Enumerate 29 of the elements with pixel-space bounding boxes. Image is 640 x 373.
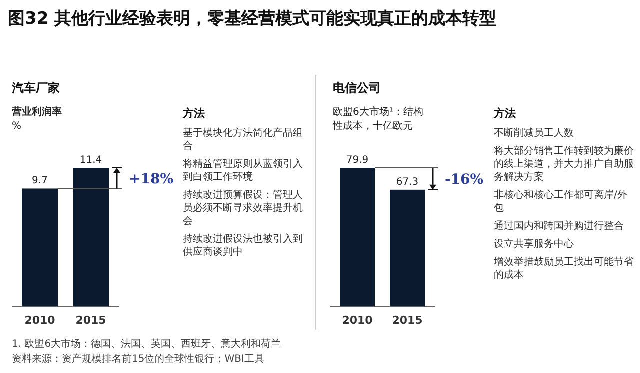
text: 将大部分销售工作转到较为廉价的线上渠道，并大力推广自助服务解决方案	[493, 145, 634, 183]
text: 非核心和核心工作都可离岸/外包	[494, 189, 628, 214]
y-axis-title: 营业利润率 %	[11, 106, 62, 132]
text: 图32 其他行业经验表明，零基经营模式可能实现真正的成本转型	[8, 9, 497, 29]
x-tick-label: 2015	[76, 314, 106, 327]
text: 1. 欧盟6大市场：德国、法国、英国、西班牙、意大利和荷兰	[12, 338, 282, 350]
text: 资料来源：资产规模排名前15位的全球性银行；WBI工具	[12, 353, 264, 365]
x-tick-label: 2010	[24, 314, 56, 327]
text: 通过国内和跨国并购进行整合	[494, 220, 624, 232]
data-label: 79.9	[346, 155, 369, 166]
text: 方法	[182, 107, 205, 120]
text: 方法	[493, 107, 516, 120]
annotation: -16%	[445, 172, 484, 188]
text: 增效举措鼓励员工找出可能节省的成本	[493, 256, 634, 281]
text: 不断削减员工人数	[494, 127, 574, 139]
chart-subtitle: 电信公司	[333, 81, 381, 95]
data-label: 9.7	[32, 176, 48, 187]
data-label: 11.4	[80, 155, 102, 166]
x-tick-label: 2010	[342, 314, 374, 327]
text: 设立共享服务中心	[494, 238, 574, 250]
text: 将精益管理原则从蓝领引入到白领工作环境	[182, 158, 303, 183]
text: 持续改进假设法也被引入到供应商谈判中	[183, 233, 303, 258]
text: 持续改进预算假设：管理人员必须不断寻求效率提升机会	[183, 189, 303, 227]
data-label: 67.3	[396, 176, 419, 188]
annotation: +18%	[129, 171, 174, 188]
y-axis-title: 欧盟6大市场¹：结构性成本，十亿欧元	[332, 106, 424, 132]
text: 基于模块化方法简化产品组合	[183, 127, 303, 152]
chart-subtitle: 汽车厂家	[11, 81, 60, 95]
x-tick-label: 2015	[392, 314, 423, 327]
